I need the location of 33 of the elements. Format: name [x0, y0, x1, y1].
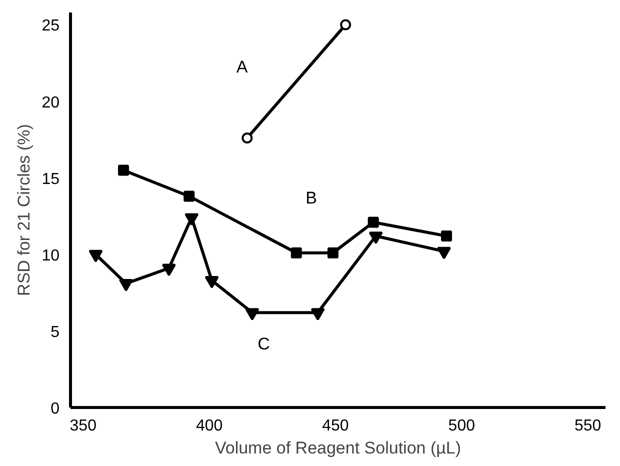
x-tick-label: 500	[448, 418, 476, 434]
series-label: C	[258, 334, 270, 354]
point	[242, 132, 253, 144]
y-tick-label: 5	[50, 324, 60, 341]
point	[290, 247, 302, 258]
point	[441, 230, 452, 242]
point	[340, 19, 352, 30]
x-tick-label: 350	[70, 418, 97, 434]
point	[310, 308, 325, 321]
text: A	[236, 57, 248, 76]
point	[118, 164, 129, 176]
point	[368, 232, 383, 244]
point	[162, 264, 176, 276]
point	[88, 250, 103, 262]
point	[204, 276, 219, 288]
y-tick-label: 0	[50, 400, 60, 418]
y-tick-label: 25	[42, 18, 60, 35]
y-tick-label: 10	[42, 247, 60, 264]
y-tick-label: 15	[42, 170, 60, 188]
x-tick-label: 400	[196, 418, 223, 434]
y-axis-title: RSD for 21 Circles (%)	[14, 124, 34, 296]
point	[368, 216, 379, 228]
x-axis-title: Volume of Reagent Solution (µL)	[214, 438, 462, 458]
point	[436, 246, 451, 260]
point	[327, 247, 338, 258]
point	[119, 279, 134, 292]
point	[245, 308, 260, 321]
point	[184, 213, 199, 226]
text: B	[306, 188, 317, 208]
x-tick-label: 550	[574, 418, 602, 434]
x-tick-label: 450	[322, 418, 349, 434]
point	[184, 190, 195, 202]
y-tick-label: 20	[42, 94, 60, 112]
